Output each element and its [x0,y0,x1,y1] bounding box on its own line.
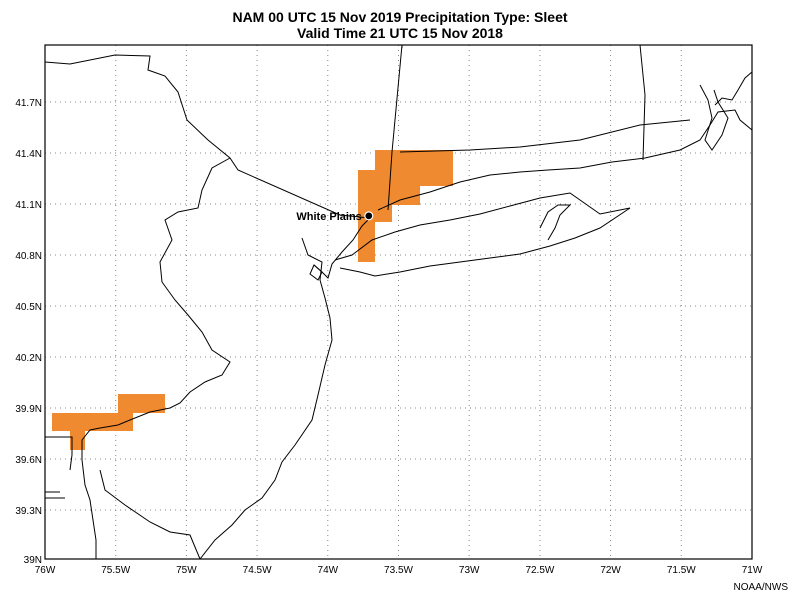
delaware-border [45,436,73,471]
lat-tick-label: 40.5N [15,302,42,313]
lon-tick-label: 74W [318,565,339,576]
long-island-north [334,192,631,261]
map-title: NAM 00 UTC 15 Nov 2019 Precipitation Typ… [232,9,568,25]
lon-tick-label: 76W [35,565,56,576]
graticule [45,45,752,559]
lon-tick-label: 71W [742,565,763,576]
city-marker-white-plains: White Plains [296,211,374,223]
lat-tick-label: 40.2N [15,353,42,364]
rhode-island-coast [714,71,752,106]
lon-tick-label: 75W [176,565,197,576]
lon-tick-label: 71.5W [667,565,696,576]
sleet-areas [52,150,453,450]
nj-coastline [199,237,333,559]
lat-tick-label: 41.4N [15,149,42,160]
delaware-bay-shore [99,469,201,559]
lat-tick-label: 41.7N [15,98,42,109]
lat-tick-label: 39.6N [15,455,42,466]
city-dot [364,211,374,221]
map-valid-time: Valid Time 21 UTC 15 Nov 2018 [297,25,503,41]
lat-tick-label: 39.9N [15,404,42,415]
sleet-area-delaware-valley [52,394,165,450]
long-island-north-fork [539,204,572,241]
lat-tick-label: 39N [24,555,42,566]
ny-ct-border [387,45,403,211]
lon-tick-label: 72.5W [525,565,554,576]
map-frame [44,44,753,560]
lon-tick-label: 73W [459,565,480,576]
lat-tick-label: 41.1N [15,200,42,211]
axis-tick-labels: 41.7N 41.4N 41.1N 40.8N 40.5N 40.2N 39.9N 39.6N… [15,98,763,576]
ct-ri-border [639,45,646,161]
delaware-river [81,157,231,559]
narragansett-bay [699,84,729,151]
ma-line [399,119,691,153]
lon-tick-label: 75.5W [101,565,130,576]
geographic-boundaries [45,45,752,559]
lon-tick-label: 72W [600,565,621,576]
lon-tick-label: 74.5W [243,565,272,576]
hudson-river [313,217,371,279]
sleet-area-new-york [358,150,453,262]
data-credit: NOAA/NWS [733,582,788,593]
lat-tick-label: 39.3N [15,506,42,517]
lat-tick-label: 40.8N [15,251,42,262]
lon-tick-label: 73.5W [384,565,413,576]
ny-pa-border [45,54,371,219]
long-island-south [339,207,631,277]
staten-island [309,264,323,281]
city-label: White Plains [296,211,361,223]
